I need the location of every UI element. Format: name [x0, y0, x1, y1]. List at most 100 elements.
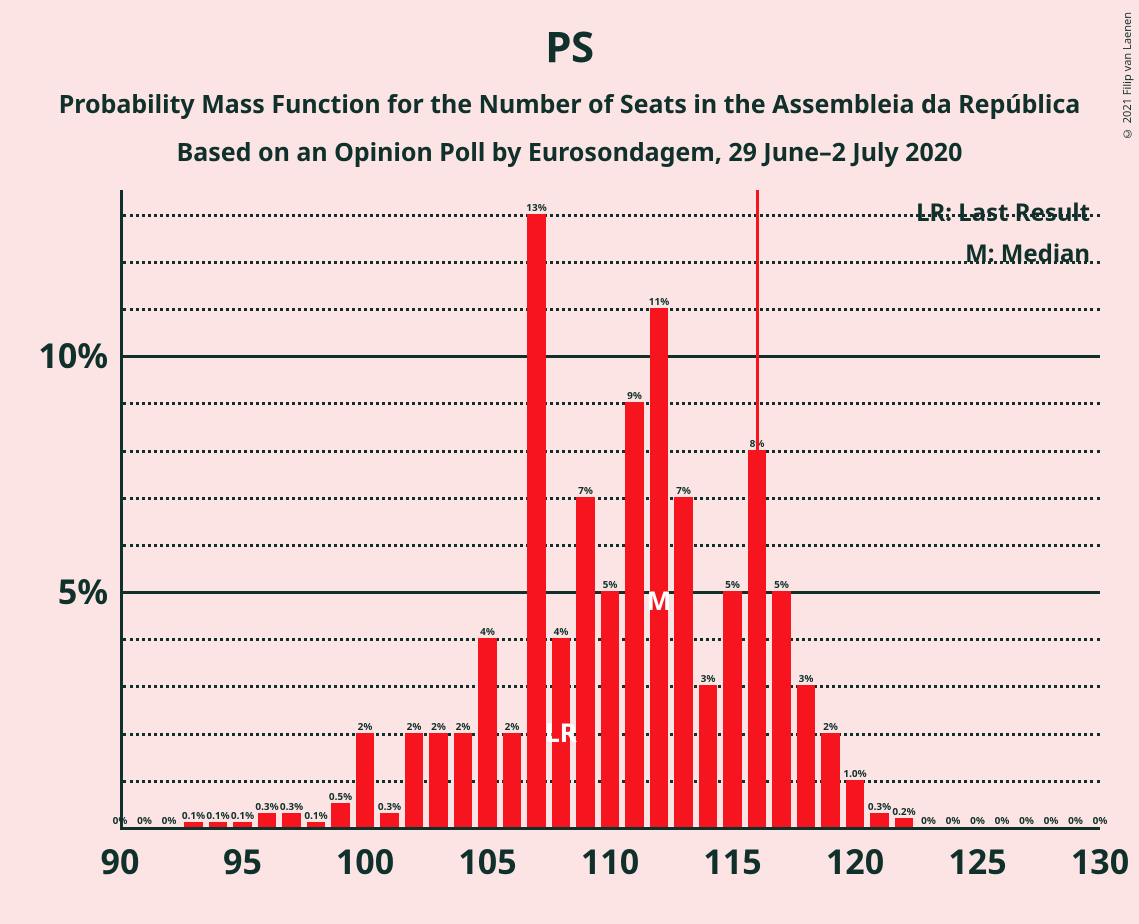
x-tick-label: 100	[336, 838, 394, 884]
title-main: PS	[0, 18, 1139, 75]
bar: 0.1%	[209, 822, 227, 827]
bar-value-label: 0%	[137, 813, 152, 827]
bar-value-label: 2%	[456, 719, 471, 733]
bar: 0.2%	[895, 818, 913, 827]
x-tick-label: 105	[458, 838, 516, 884]
bar-value-label: 2%	[407, 719, 422, 733]
x-tick-label: 110	[581, 838, 639, 884]
chart-plot-area: LR: Last Result M: Median 5%10%909510010…	[120, 190, 1100, 830]
chart-titles: PS Probability Mass Function for the Num…	[0, 0, 1139, 169]
bar: 2%	[405, 733, 423, 827]
gridline-minor	[123, 308, 1100, 311]
gridline-minor	[123, 497, 1100, 500]
bar-value-label: 9%	[627, 388, 642, 402]
bar: 7%	[674, 497, 692, 827]
gridline-minor	[123, 402, 1100, 405]
bar-value-label: 0.3%	[255, 799, 278, 813]
x-tick-label: 95	[223, 838, 262, 884]
bar: 9%	[625, 402, 643, 827]
bar: 13%	[527, 214, 545, 827]
bar: 11%	[650, 308, 668, 827]
title-sub1: Probability Mass Function for the Number…	[0, 87, 1139, 121]
bar: 0.3%	[258, 813, 276, 827]
bar-value-label: 4%	[480, 624, 495, 638]
bar-value-label: 5%	[725, 577, 740, 591]
overlay-lr-label: LR	[545, 714, 577, 750]
bar: 0.5%	[331, 803, 349, 827]
bar-value-label: 0%	[970, 813, 985, 827]
bar: 5%	[601, 591, 619, 827]
bar: 0.1%	[184, 822, 202, 827]
bar: 0.1%	[307, 822, 325, 827]
bar-value-label: 0%	[1093, 813, 1108, 827]
bar: 2%	[821, 733, 839, 827]
y-tick-label: 5%	[58, 568, 108, 614]
bar: 2%	[454, 733, 472, 827]
bar: 2%	[429, 733, 447, 827]
bar-value-label: 2%	[505, 719, 520, 733]
bar-value-label: 3%	[701, 671, 716, 685]
bar-value-label: 2%	[823, 719, 838, 733]
bar: 2%	[503, 733, 521, 827]
bar: 3%	[797, 685, 815, 827]
bar-value-label: 7%	[578, 483, 593, 497]
bar-value-label: 0.3%	[280, 799, 303, 813]
bar-value-label: 0%	[1044, 813, 1059, 827]
gridline-major	[123, 355, 1100, 358]
bar-value-label: 0%	[162, 813, 177, 827]
bar-value-label: 0.3%	[378, 799, 401, 813]
y-tick-label: 10%	[38, 332, 108, 378]
bar-value-label: 0.3%	[868, 799, 891, 813]
bar-value-label: 3%	[799, 671, 814, 685]
x-tick-label: 115	[703, 838, 761, 884]
x-tick-label: 120	[826, 838, 884, 884]
bar-value-label: 2%	[431, 719, 446, 733]
x-tick-label: 90	[101, 838, 140, 884]
bar-value-label: 13%	[526, 200, 546, 214]
bar-value-label: 0.2%	[892, 804, 915, 818]
legend-lr: LR: Last Result	[916, 196, 1090, 229]
gridline-minor	[123, 544, 1100, 547]
bar: 7%	[576, 497, 594, 827]
bar: 5%	[723, 591, 741, 827]
bar-value-label: 5%	[774, 577, 789, 591]
gridline-minor	[123, 450, 1100, 453]
x-axis-line	[120, 827, 1100, 830]
legend-m: M: Median	[916, 237, 1090, 270]
gridline-minor	[123, 214, 1100, 217]
bar-value-label: 0.1%	[206, 808, 229, 822]
bar-value-label: 5%	[603, 577, 618, 591]
bar: 0.1%	[233, 822, 251, 827]
bar: 0.3%	[380, 813, 398, 827]
bar: 0.3%	[282, 813, 300, 827]
bar: 5%	[772, 591, 790, 827]
bar-value-label: 0%	[1019, 813, 1034, 827]
bar: 2%	[356, 733, 374, 827]
x-tick-label: 125	[948, 838, 1006, 884]
chart-legend: LR: Last Result M: Median	[916, 196, 1090, 278]
bar-value-label: 1.0%	[843, 766, 866, 780]
copyright-label: © 2021 Filip van Laenen	[1120, 12, 1135, 141]
bar-value-label: 2%	[358, 719, 373, 733]
bar-value-label: 11%	[649, 294, 669, 308]
bar-value-label: 0.1%	[182, 808, 205, 822]
bar: 1.0%	[846, 780, 864, 827]
median-line	[756, 190, 759, 827]
x-tick-label: 130	[1071, 838, 1129, 884]
bar-value-label: 0%	[113, 813, 128, 827]
bar-value-label: 0.1%	[231, 808, 254, 822]
bar-value-label: 4%	[554, 624, 569, 638]
overlay-m-label: M	[647, 582, 672, 618]
bar: 0.3%	[870, 813, 888, 827]
bar-value-label: 0.5%	[329, 789, 352, 803]
title-sub2: Based on an Opinion Poll by Eurosondagem…	[0, 135, 1139, 169]
bar: 3%	[699, 685, 717, 827]
bar-value-label: 0.1%	[304, 808, 327, 822]
gridline-minor	[123, 261, 1100, 264]
bar-value-label: 0%	[1068, 813, 1083, 827]
bar-value-label: 0%	[921, 813, 936, 827]
bar-value-label: 0%	[995, 813, 1010, 827]
bar-value-label: 7%	[676, 483, 691, 497]
bar: 4%	[478, 638, 496, 827]
bar-value-label: 0%	[946, 813, 961, 827]
